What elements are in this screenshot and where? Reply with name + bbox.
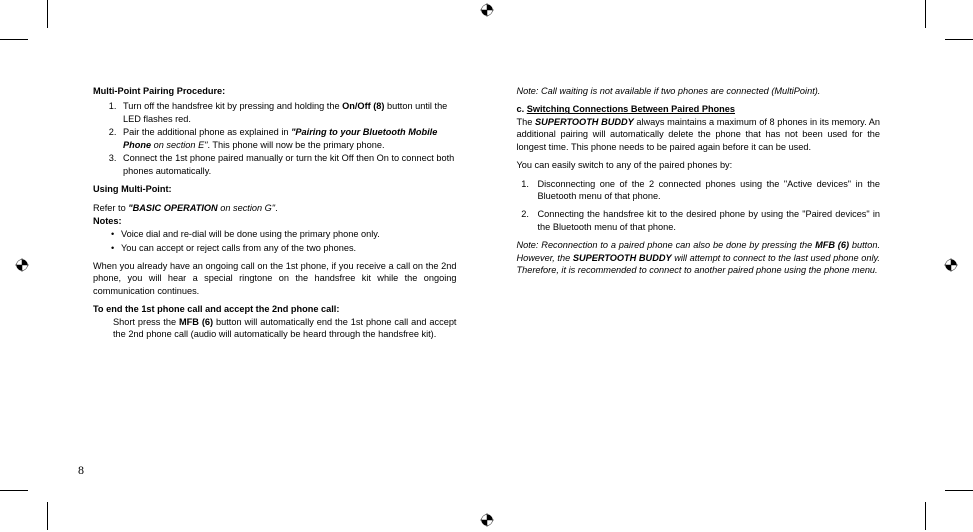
notes-label: Notes: [93, 215, 457, 227]
paragraph: The SUPERTOOTH BUDDY always maintains a … [517, 116, 881, 153]
list-item: Pair the additional phone as explained i… [119, 126, 457, 151]
list-item: Voice dial and re-dial will be done usin… [111, 228, 457, 240]
registration-mark-icon [15, 258, 29, 272]
right-column: Note: Call waiting is not available if t… [517, 85, 881, 462]
list-item: Disconnecting one of the 2 connected pho… [532, 178, 881, 203]
heading-end-call: To end the 1st phone call and accept the… [93, 303, 457, 315]
registration-mark-icon [480, 3, 494, 17]
note-reconnection: Note: Reconnection to a paired phone can… [517, 239, 881, 276]
list-item: Connect the 1st phone paired manually or… [119, 152, 457, 177]
list-item: You can accept or reject calls from any … [111, 242, 457, 254]
list-item: Turn off the handsfree kit by pressing a… [119, 100, 457, 125]
section-c-heading: c. Switching Connections Between Paired … [517, 103, 881, 115]
page-content: Multi-Point Pairing Procedure: Turn off … [93, 85, 880, 462]
list-item: Connecting the handsfree kit to the desi… [532, 208, 881, 233]
switch-list: Disconnecting one of the 2 connected pho… [517, 178, 881, 234]
paragraph: You can easily switch to any of the pair… [517, 159, 881, 171]
end-call-text: Short press the MFB (6) button will auto… [93, 316, 457, 341]
page-number: 8 [78, 463, 84, 478]
registration-mark-icon [480, 513, 494, 527]
procedure-list: Turn off the handsfree kit by pressing a… [93, 100, 457, 177]
left-column: Multi-Point Pairing Procedure: Turn off … [93, 85, 457, 462]
heading-using-multipoint: Using Multi-Point: [93, 183, 457, 195]
registration-mark-icon [944, 258, 958, 272]
note-call-waiting: Note: Call waiting is not available if t… [517, 85, 881, 97]
paragraph: When you already have an ongoing call on… [93, 260, 457, 297]
notes-list: Voice dial and re-dial will be done usin… [93, 228, 457, 254]
heading-multipoint-procedure: Multi-Point Pairing Procedure: [93, 85, 457, 97]
refer-line: Refer to "BASIC OPERATION on section G". [93, 202, 457, 214]
